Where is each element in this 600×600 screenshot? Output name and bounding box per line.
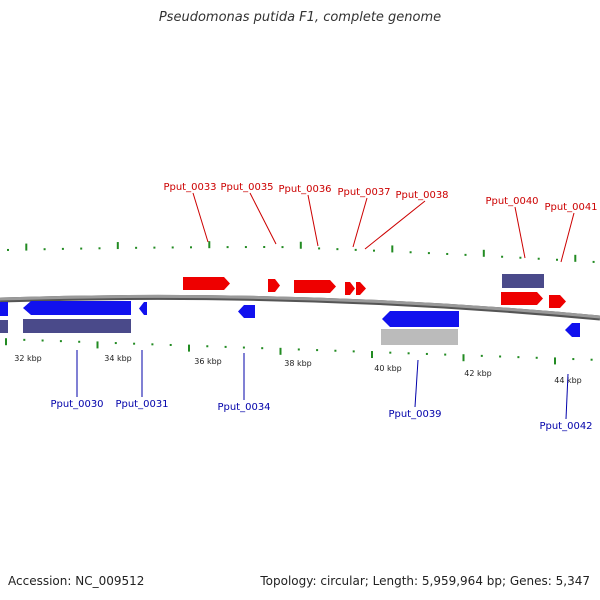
gene-pput-0030[interactable] bbox=[23, 301, 131, 315]
gene-label-pput-0034[interactable]: Pput_0034 bbox=[217, 402, 270, 413]
gene-pput-0033[interactable] bbox=[183, 277, 230, 290]
gene-pput-0035[interactable] bbox=[268, 279, 280, 292]
gene-callouts: Pput_0033 Pput_0035 Pput_0036 Pput_0037 Pput… bbox=[50, 182, 597, 432]
gene-pput-0029[interactable] bbox=[0, 302, 8, 316]
callout-line bbox=[352, 197, 368, 248]
scale-label: 40 kbp bbox=[374, 364, 402, 373]
backbone bbox=[0, 294, 600, 319]
gene-pput-0031[interactable] bbox=[139, 302, 147, 315]
pseudo-block-0039 bbox=[381, 329, 458, 345]
callout-line bbox=[414, 359, 419, 408]
reverse-genes bbox=[0, 301, 580, 337]
ticks-top bbox=[7, 241, 595, 263]
callout-line bbox=[514, 206, 526, 259]
callout-line bbox=[249, 192, 277, 245]
gene-label-pput-0035[interactable]: Pput_0035 bbox=[220, 182, 273, 193]
scale-label: 34 kbp bbox=[104, 354, 132, 363]
callout-line bbox=[192, 192, 209, 243]
gene-label-pput-0036[interactable]: Pput_0036 bbox=[278, 184, 331, 195]
accession-text: Accession: NC_009512 bbox=[8, 574, 145, 588]
callout-line bbox=[565, 373, 569, 420]
topology-summary: Topology: circular; Length: 5,959,964 bp… bbox=[260, 574, 590, 588]
callout-line bbox=[364, 200, 426, 250]
gene-pput-0039[interactable] bbox=[382, 311, 459, 327]
scale-label: 38 kbp bbox=[284, 359, 312, 368]
callout-line bbox=[307, 194, 319, 247]
cds-block-0040 bbox=[502, 274, 544, 288]
cds-block-0029 bbox=[0, 320, 8, 333]
gene-pput-0037[interactable] bbox=[345, 282, 355, 295]
cds-block-0030 bbox=[23, 319, 131, 333]
gene-label-pput-0038[interactable]: Pput_0038 bbox=[395, 190, 448, 201]
gene-label-pput-0037[interactable]: Pput_0037 bbox=[337, 187, 390, 198]
forward-genes bbox=[183, 277, 566, 308]
gene-label-pput-0033[interactable]: Pput_0033 bbox=[163, 182, 216, 193]
scale-label: 32 kbp bbox=[14, 354, 42, 363]
gene-pput-0042[interactable] bbox=[565, 323, 580, 337]
callout-line bbox=[560, 212, 575, 263]
gene-label-pput-0041[interactable]: Pput_0041 bbox=[544, 202, 597, 213]
gene-pput-0034[interactable] bbox=[238, 305, 255, 318]
gene-label-pput-0042[interactable]: Pput_0042 bbox=[539, 421, 592, 432]
gene-pput-0036[interactable] bbox=[294, 280, 336, 293]
genome-title: Pseudomonas putida F1, complete genome bbox=[158, 10, 442, 25]
gene-pput-0040[interactable] bbox=[501, 292, 543, 305]
gene-pput-0038[interactable] bbox=[356, 282, 366, 295]
ticks-bottom bbox=[5, 338, 593, 365]
scale-label: 42 kbp bbox=[464, 369, 492, 378]
gene-label-pput-0030[interactable]: Pput_0030 bbox=[50, 399, 103, 410]
gene-label-pput-0040[interactable]: Pput_0040 bbox=[485, 196, 538, 207]
gene-label-pput-0031[interactable]: Pput_0031 bbox=[115, 399, 168, 410]
scale-label: 36 kbp bbox=[194, 357, 222, 366]
gene-pput-0041[interactable] bbox=[549, 295, 566, 308]
gene-label-pput-0039[interactable]: Pput_0039 bbox=[388, 409, 441, 420]
